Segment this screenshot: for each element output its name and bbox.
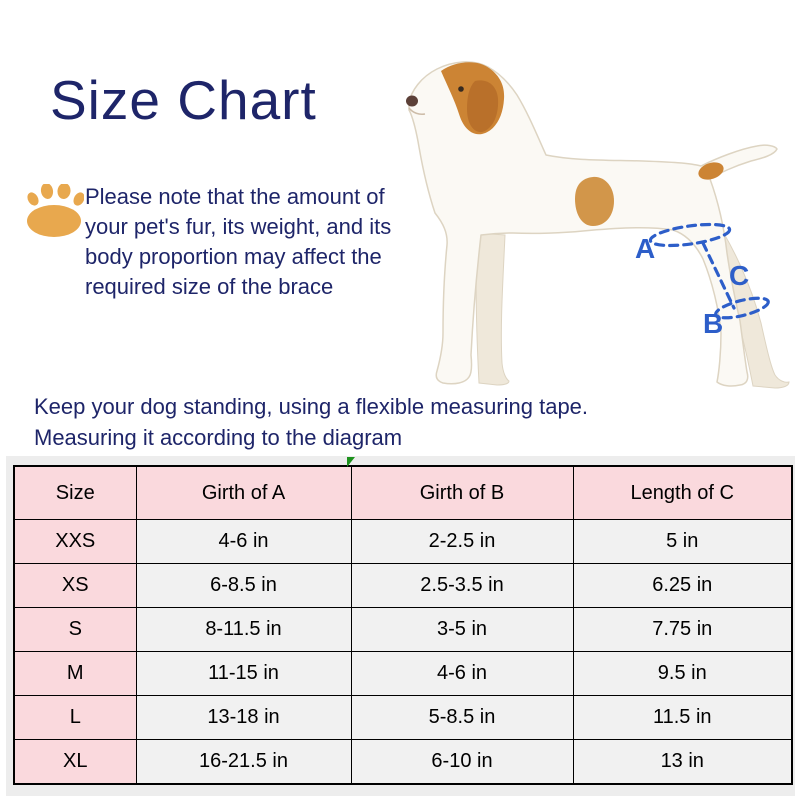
size-cell: L — [13, 695, 137, 740]
value-cell: 4-6 in — [350, 651, 574, 696]
header-cell-girth-a: Girth of A — [135, 465, 352, 520]
label-a: A — [635, 233, 655, 264]
size-table: Size Girth of A Girth of B Length of C X… — [13, 465, 793, 785]
table-row-s: S 8-11.5 in 3-5 in 7.75 in — [13, 607, 793, 652]
measurement-labels: A C B — [635, 233, 749, 339]
size-cell: XXS — [13, 519, 137, 564]
instruction-line: Measuring it according to the diagram — [34, 425, 403, 450]
table-row-xl: XL 16-21.5 in 6-10 in 13 in — [13, 739, 793, 785]
note-line: Please note that the amount of — [85, 184, 385, 209]
measurement-ellipse-b — [714, 296, 770, 320]
value-cell: 13-18 in — [135, 695, 352, 740]
value-cell: 5 in — [572, 519, 793, 564]
table-row-xxs: XXS 4-6 in 2-2.5 in 5 in — [13, 519, 793, 564]
value-cell: 13 in — [572, 739, 793, 785]
value-cell: 16-21.5 in — [135, 739, 352, 785]
measurement-overlay — [648, 222, 770, 320]
value-cell: 2.5-3.5 in — [350, 563, 574, 608]
note-line: body proportion may affect the — [85, 244, 382, 269]
dog-ear — [467, 80, 499, 133]
value-cell: 8-11.5 in — [135, 607, 352, 652]
value-cell: 11.5 in — [572, 695, 793, 740]
label-c: C — [729, 260, 749, 291]
note-line: your pet's fur, its weight, and its — [85, 214, 392, 239]
paw-icon — [27, 184, 84, 237]
dog-photo: A C B — [406, 61, 790, 389]
dog-mouth — [408, 107, 426, 115]
size-table-region: Size Girth of A Girth of B Length of C X… — [6, 456, 795, 796]
measurement-line-c — [701, 241, 736, 310]
label-b: B — [703, 308, 723, 339]
table-row-xs: XS 6-8.5 in 2.5-3.5 in 6.25 in — [13, 563, 793, 608]
page-title: Size Chart — [50, 69, 317, 131]
header-cell-girth-b: Girth of B — [350, 465, 574, 520]
note-line: required size of the brace — [85, 274, 334, 299]
value-cell: 6.25 in — [572, 563, 793, 608]
value-cell: 6-8.5 in — [135, 563, 352, 608]
instruction-line: Keep your dog standing, using a flexible… — [34, 394, 589, 419]
value-cell: 4-6 in — [135, 519, 352, 564]
table-row-m: M 11-15 in 4-6 in 9.5 in — [13, 651, 793, 696]
value-cell: 6-10 in — [350, 739, 574, 785]
dog-eye — [458, 86, 464, 92]
size-cell: XL — [13, 739, 137, 785]
dog-rump-patch — [698, 162, 724, 180]
value-cell: 2-2.5 in — [350, 519, 574, 564]
measurement-ellipse-a — [648, 222, 732, 248]
note-text: Please note that the amount of your pet'… — [85, 182, 445, 302]
dog-patches — [441, 62, 724, 226]
instruction-text: Keep your dog standing, using a flexible… — [34, 391, 694, 453]
size-cell: XS — [13, 563, 137, 608]
value-cell: 3-5 in — [350, 607, 574, 652]
header-cell-size: Size — [13, 465, 137, 520]
green-marker-artifact — [347, 457, 355, 467]
dog-nose — [406, 95, 418, 107]
value-cell: 7.75 in — [572, 607, 793, 652]
size-cell: M — [13, 651, 137, 696]
header-cell-length-c: Length of C — [572, 465, 793, 520]
table-header-row: Size Girth of A Girth of B Length of C — [13, 465, 793, 520]
table-row-l: L 13-18 in 5-8.5 in 11.5 in — [13, 695, 793, 740]
size-cell: S — [13, 607, 137, 652]
value-cell: 9.5 in — [572, 651, 793, 696]
value-cell: 5-8.5 in — [350, 695, 574, 740]
value-cell: 11-15 in — [135, 651, 352, 696]
dog-body-spot — [575, 176, 614, 226]
